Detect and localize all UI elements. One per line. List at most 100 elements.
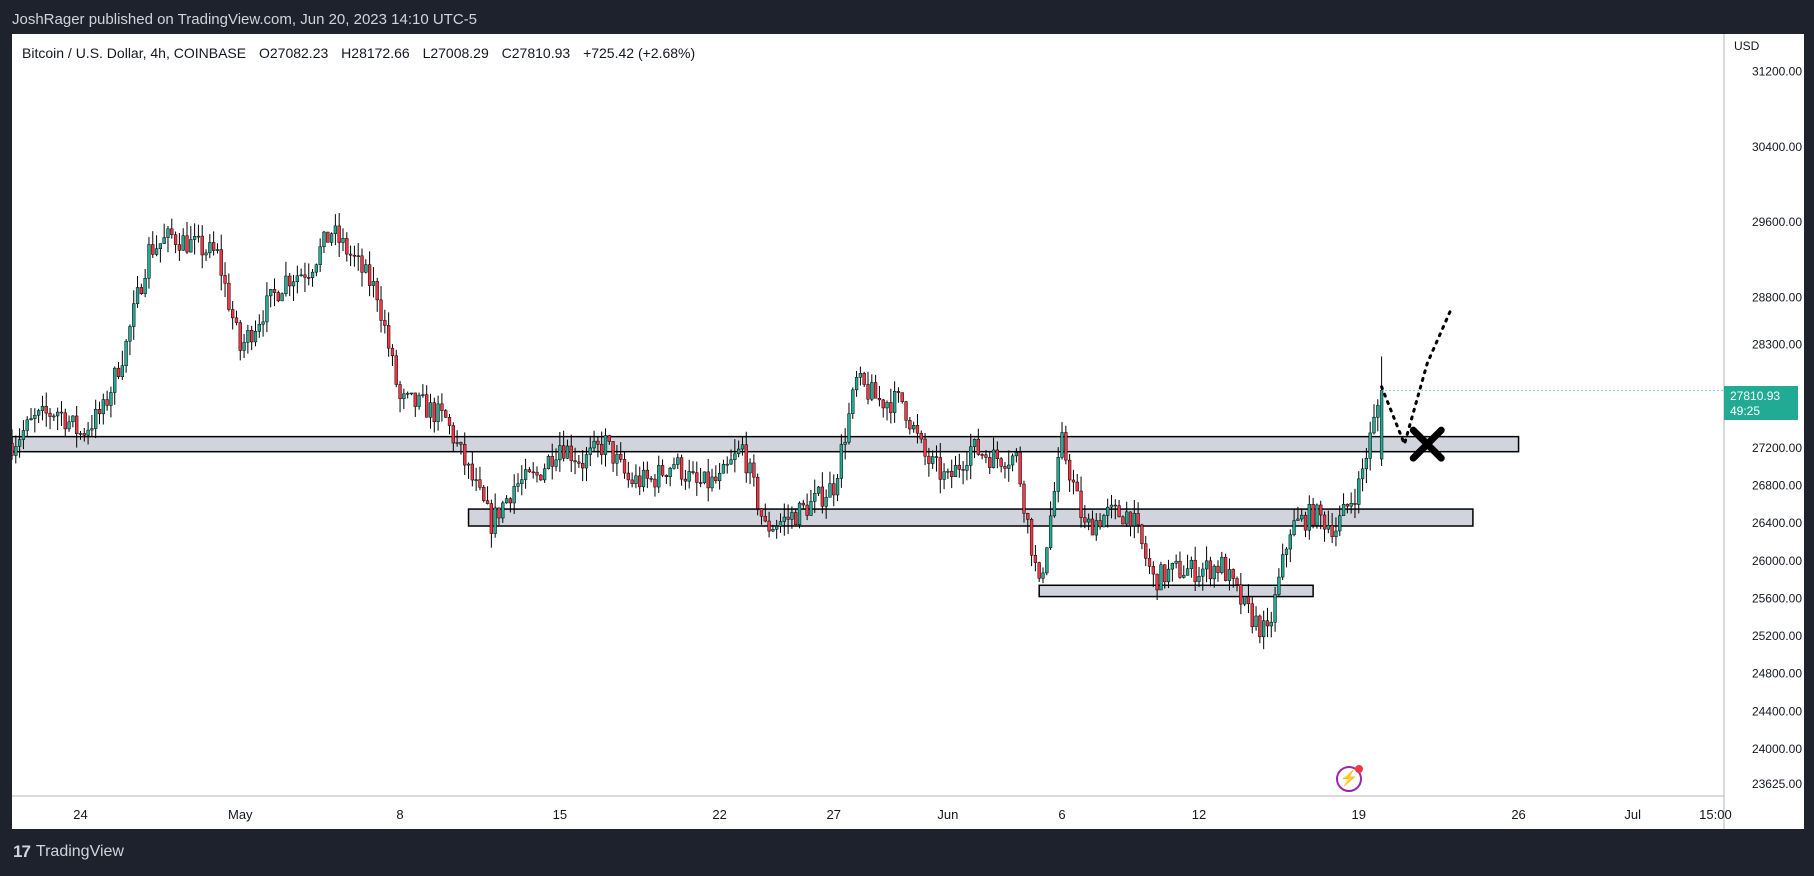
candle-down — [896, 391, 901, 393]
candle-up — [120, 365, 124, 377]
candle-up — [1204, 560, 1209, 570]
candle-down — [375, 281, 379, 301]
candle-up — [21, 430, 26, 440]
candle-up — [969, 446, 973, 466]
candle-down — [649, 478, 653, 480]
support-resistance-zone — [12, 435, 1520, 453]
candle-up — [1182, 575, 1186, 578]
candle-up — [421, 394, 425, 396]
symbol-header: Bitcoin / U.S. Dollar, 4h, COINBASE O270… — [22, 45, 704, 61]
candle-up — [1300, 514, 1304, 520]
candle-down — [866, 384, 870, 400]
candle-up — [1094, 520, 1098, 536]
y-tick-label: 26400.00 — [1752, 516, 1802, 530]
candle-up — [828, 483, 832, 498]
candle-down — [1090, 518, 1095, 536]
ohlc-open: O27082.23 — [258, 45, 329, 61]
candle-down — [451, 425, 455, 444]
candle-down — [531, 471, 535, 474]
candle-down — [535, 471, 539, 476]
candle-up — [733, 453, 737, 460]
candle-down — [348, 253, 353, 256]
candle-up — [1125, 511, 1129, 525]
candle-down — [337, 225, 341, 243]
candle-down — [1113, 504, 1117, 507]
candle-up — [265, 295, 269, 323]
candle-down — [227, 282, 231, 310]
candle-down — [714, 476, 718, 482]
candle-down — [527, 469, 532, 473]
candle-down — [1163, 564, 1167, 583]
lightning-bolt-icon[interactable]: ⚡ — [1336, 765, 1363, 792]
candle-up — [124, 340, 128, 366]
candle-down — [1319, 504, 1323, 516]
candle-down — [763, 515, 767, 522]
x-tick-label: 15 — [553, 807, 567, 822]
candle-down — [984, 454, 988, 458]
bar-countdown: 49:25 — [1730, 404, 1761, 418]
x-tick-label: 12 — [1192, 807, 1206, 822]
candle-down — [683, 478, 688, 482]
projection-dotted-path — [1380, 310, 1452, 449]
candle-down — [622, 459, 627, 474]
chart-area[interactable]: USD 31200.00 30400.00 29600.00 28800.00 28300… — [12, 34, 1804, 829]
y-tick-label: 30400.00 — [1752, 140, 1802, 154]
candle-down — [1140, 524, 1144, 545]
candle-down — [908, 420, 912, 430]
x-tick-label: 24 — [73, 807, 87, 822]
y-tick-label: 25600.00 — [1752, 591, 1802, 605]
candle-down — [1067, 459, 1072, 481]
candle-up — [717, 472, 722, 482]
candle-up — [1132, 513, 1136, 527]
candle-down — [611, 441, 615, 464]
candle-up — [729, 459, 733, 465]
candle-down — [961, 469, 965, 471]
candle-down — [170, 228, 174, 235]
candle-down — [927, 455, 931, 464]
candle-up — [965, 465, 969, 471]
candlestick-chart[interactable]: USD 31200.00 30400.00 29600.00 28800.00 28300… — [12, 34, 1804, 829]
candle-up — [261, 321, 265, 325]
candle-down — [59, 411, 64, 414]
candle-up — [687, 471, 691, 482]
candle-up — [1102, 515, 1106, 528]
candle-down — [200, 235, 204, 256]
candle-up — [676, 457, 680, 465]
candle-down — [1022, 483, 1026, 514]
x-mark-stroke — [1409, 426, 1445, 462]
candle-down — [691, 471, 695, 473]
symbol-name[interactable]: Bitcoin / U.S. Dollar, 4h, COINBASE — [22, 45, 247, 61]
candle-down — [48, 412, 52, 417]
candle-up — [824, 497, 828, 507]
candle-down — [44, 405, 48, 414]
candle-down — [489, 503, 494, 534]
candle-down — [1193, 559, 1197, 582]
tradingview-logo[interactable]: 17 TradingView — [13, 842, 124, 862]
candle-down — [326, 231, 330, 243]
candle-up — [1360, 468, 1365, 480]
candle-up — [196, 235, 201, 238]
candle-down — [889, 402, 893, 413]
candle-up — [554, 459, 558, 467]
y-tick-label: 29600.00 — [1752, 215, 1802, 229]
candles — [12, 213, 1384, 650]
candle-down — [398, 384, 402, 399]
candle-up — [725, 463, 729, 466]
candle-down — [832, 483, 836, 496]
candle-up — [1288, 534, 1292, 550]
candle-down — [367, 264, 372, 286]
x-tick-label: 8 — [396, 807, 403, 822]
candle-up — [208, 242, 212, 254]
candle-up — [310, 271, 315, 278]
candle-down — [1029, 519, 1034, 556]
candle-down — [386, 325, 391, 349]
candle-down — [1330, 525, 1334, 538]
candle-up — [341, 238, 345, 243]
candle-up — [816, 486, 821, 494]
candle-up — [1197, 575, 1201, 582]
candle-down — [1353, 503, 1357, 505]
candle-up — [162, 237, 166, 244]
candle-down — [238, 322, 242, 351]
candle-up — [86, 429, 90, 436]
candle-up — [748, 462, 752, 474]
